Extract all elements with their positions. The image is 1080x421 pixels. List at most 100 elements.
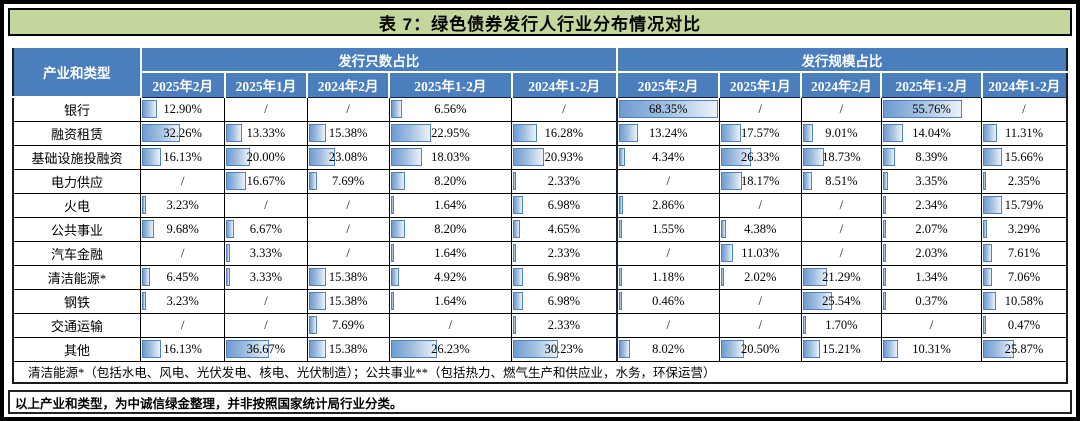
value-cell: 9.01%: [800, 120, 882, 146]
value-cell: 10.58%: [981, 288, 1068, 314]
percent-value: 26.33%: [740, 150, 780, 164]
data-bar: [983, 268, 992, 286]
value-cell: 7.69%: [306, 312, 390, 338]
percent-value: 6.67%: [249, 222, 283, 236]
value-cell: 15.66%: [981, 144, 1068, 170]
data-bar: [720, 172, 742, 190]
percent-value: 55.76%: [912, 102, 951, 116]
data-bar: [308, 316, 318, 334]
percent-value: 15.66%: [1004, 150, 1044, 164]
data-bar: [390, 220, 406, 238]
row-label: 电力供应: [12, 168, 142, 194]
cell-content: 2.35%: [983, 170, 1065, 192]
value-cell: /: [800, 240, 882, 266]
percent-value: 2.86%: [652, 198, 685, 212]
percent-value: 16.67%: [246, 174, 286, 188]
percent-value: 16.13%: [163, 342, 202, 356]
table-footnote: 清洁能源*（包括水电、风电、光伏发电、核电、光伏制造）；公共事业**（包括热力、…: [12, 360, 1068, 384]
percent-value: 2.07%: [915, 222, 948, 236]
percent-value: 4.92%: [434, 270, 467, 284]
cell-content: 16.13%: [142, 338, 223, 360]
table-row: 电力供应 / 16.67% 7.69% 8.20% 2.33% / 18.17% 8.51% 3.…: [12, 168, 1068, 194]
percent-value: 20.50%: [740, 342, 780, 356]
cell-content: 18.03%: [390, 146, 510, 168]
value-cell: 6.56%: [388, 96, 513, 122]
value-cell: 30.23%: [510, 336, 618, 362]
data-bar: [513, 244, 517, 262]
cell-content: 3.35%: [882, 170, 980, 192]
value-cell: /: [800, 216, 882, 242]
cell-content: 6.56%: [390, 98, 510, 120]
value-cell: 1.64%: [388, 288, 513, 314]
group-header-count-share: 发行只数占比: [139, 46, 618, 73]
cell-content: 7.69%: [308, 170, 388, 192]
percent-value: 14.04%: [912, 126, 951, 140]
cell-content: 16.28%: [513, 122, 615, 144]
value-cell: 6.67%: [224, 216, 308, 242]
cell-content: 12.90%: [142, 98, 223, 120]
data-bar: [142, 292, 146, 310]
value-cell: /: [510, 96, 618, 122]
percent-value: 16.13%: [163, 150, 202, 164]
percent-value: 1.64%: [434, 246, 467, 260]
data-bar: [308, 124, 327, 142]
data-bar: [308, 340, 327, 358]
data-bar: [142, 196, 146, 214]
data-bar: [882, 292, 886, 310]
percent-value: 0.47%: [1007, 318, 1041, 332]
data-bar: [142, 148, 162, 166]
cell-content: /: [226, 290, 305, 312]
period-header: 2025年1-2月: [880, 72, 983, 98]
cell-content: 0.37%: [882, 290, 980, 312]
cell-content: 6.67%: [226, 218, 305, 240]
data-bar: [226, 148, 250, 166]
data-bar: [720, 220, 726, 238]
value-cell: /: [615, 240, 720, 266]
value-cell: 16.67%: [224, 168, 308, 194]
missing-value: /: [666, 318, 670, 332]
row-label: 清洁能源*: [12, 264, 142, 290]
cell-content: 8.39%: [882, 146, 980, 168]
percent-value: 3.33%: [249, 270, 283, 284]
cell-content: 1.64%: [390, 290, 510, 312]
cell-content: /: [803, 218, 880, 240]
cell-content: 3.23%: [142, 290, 223, 312]
industry-table: 产业和类型 发行只数占比 发行规模占比 2025年2月 2025年1月 2024年2月 20…: [12, 46, 1068, 384]
percent-value: 3.33%: [249, 246, 283, 260]
cell-content: 55.76%: [882, 98, 980, 120]
cell-content: 68.35%: [618, 98, 718, 120]
data-bar: [513, 316, 517, 334]
data-bar: [802, 148, 824, 166]
percent-value: 0.46%: [652, 294, 685, 308]
data-bar: [618, 292, 622, 310]
cell-content: 13.24%: [618, 122, 718, 144]
value-cell: 15.21%: [800, 336, 882, 362]
value-cell: /: [615, 312, 720, 338]
data-bar: [513, 124, 538, 142]
value-cell: 3.33%: [224, 240, 308, 266]
percent-value: 36.67%: [246, 342, 286, 356]
percent-value: 3.23%: [166, 294, 199, 308]
value-cell: /: [224, 288, 308, 314]
cell-content: 15.38%: [308, 122, 388, 144]
cell-content: 6.45%: [142, 266, 223, 288]
data-bar: [882, 340, 898, 358]
percent-value: 2.33%: [547, 318, 581, 332]
percent-value: 22.95%: [431, 126, 470, 140]
percent-value: 15.38%: [328, 294, 368, 308]
percent-value: 25.54%: [822, 294, 861, 308]
table-row: 钢铁 3.23% / 15.38% 1.64% 6.98% 0.46% / 25.54% 0.37…: [12, 288, 1068, 314]
percent-value: 1.34%: [915, 270, 948, 284]
value-cell: 1.55%: [615, 216, 720, 242]
value-cell: /: [880, 312, 983, 338]
cell-content: /: [983, 98, 1065, 120]
data-bar: [308, 172, 318, 190]
percent-value: 10.31%: [912, 342, 951, 356]
data-bar: [802, 316, 806, 334]
missing-value: /: [264, 294, 268, 308]
period-header: 2025年1月: [223, 72, 309, 98]
percent-value: 15.79%: [1004, 198, 1044, 212]
data-bar: [142, 124, 181, 142]
data-bar: [513, 196, 524, 214]
value-cell: /: [306, 192, 390, 218]
